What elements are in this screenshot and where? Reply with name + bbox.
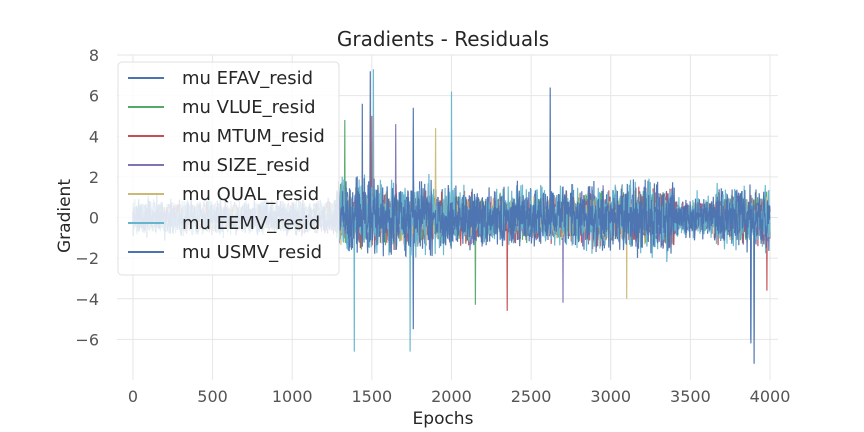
x-tick-label: 3500 [670, 387, 711, 406]
y-tick-label: 6 [89, 87, 99, 106]
chart-title: Gradients - Residuals [337, 27, 549, 51]
legend-entry: mu USMV_resid [182, 242, 322, 263]
x-tick-label: 500 [197, 387, 228, 406]
legend-box [117, 61, 340, 276]
y-tick-label: 8 [89, 46, 99, 65]
legend-entry: mu EFAV_resid [182, 68, 313, 89]
y-tick-label: −6 [75, 330, 99, 349]
y-tick-label: 0 [89, 209, 99, 228]
x-tick-label: 2000 [431, 387, 472, 406]
legend-entry: mu EEMV_resid [182, 213, 320, 234]
x-tick-label: 1000 [272, 387, 313, 406]
legend-entry: mu SIZE_resid [182, 155, 310, 176]
y-tick-label: −2 [75, 249, 99, 268]
y-tick-label: −4 [75, 290, 99, 309]
y-axis-title: Gradient [55, 179, 75, 253]
x-tick-label: 3000 [590, 387, 631, 406]
axis-ticks: −6 −4 −2 0 2 4 6 8 0 500 1000 1500 2000 2500 3000 3500 4… [75, 46, 790, 406]
x-tick-label: 0 [128, 387, 138, 406]
x-axis-title: Epochs [413, 409, 474, 429]
legend-entry: mu QUAL_resid [182, 184, 319, 205]
x-tick-label: 2500 [511, 387, 552, 406]
y-tick-label: 2 [89, 168, 99, 187]
legend-entry: mu VLUE_resid [182, 97, 316, 118]
x-tick-label: 1500 [351, 387, 392, 406]
y-tick-label: 4 [89, 127, 99, 146]
legend-entry: mu MTUM_resid [182, 126, 325, 147]
x-tick-label: 4000 [750, 387, 791, 406]
